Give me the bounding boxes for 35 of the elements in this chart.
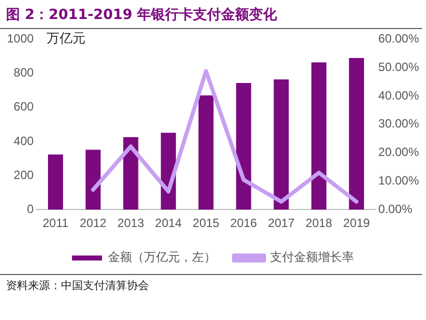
legend-label: 金额（万亿元，左） [108, 250, 216, 264]
x-tick-label: 2017 [268, 216, 295, 230]
y-axis-title: 万亿元 [46, 32, 86, 47]
bar [123, 137, 138, 210]
x-tick-label: 2015 [192, 216, 220, 230]
x-tick-label: 2011 [42, 216, 69, 230]
bar [86, 150, 101, 210]
bar [236, 82, 252, 210]
y-tick-label: 1000 [6, 32, 34, 46]
bar [274, 79, 289, 210]
y2-tick-label: 30.00% [378, 116, 420, 131]
y-tick-label: 0 [27, 202, 34, 216]
y2-tick-label: 0.00% [378, 202, 413, 216]
x-tick-label: 2019 [343, 216, 370, 230]
y2-tick-label: 60.00% [378, 32, 420, 46]
bar [311, 62, 326, 210]
x-tick-label: 2012 [80, 216, 107, 230]
x-tick-label: 2016 [230, 216, 258, 230]
y-tick-label: 400 [14, 134, 34, 148]
y-tick-label: 200 [14, 168, 34, 182]
y2-tick-label: 20.00% [378, 145, 420, 160]
bar [198, 95, 214, 210]
bar [348, 58, 364, 210]
bar [48, 154, 64, 210]
y2-tick-label: 50.00% [378, 60, 420, 74]
legend-label: 支付金额增长率 [270, 250, 354, 264]
x-tick-label: 2014 [155, 216, 182, 230]
y-tick-label: 800 [14, 66, 34, 80]
chart-title: 图 2：2011-2019 年银行卡支付金额变化 [0, 0, 422, 29]
y2-tick-label: 40.00% [378, 88, 420, 102]
x-tick-label: 2013 [117, 216, 144, 230]
y2-tick-label: 10.00% [378, 174, 420, 188]
text: 资料来源：中国支付清算协会 [0, 274, 422, 296]
x-tick-label: 2018 [306, 216, 333, 230]
y-tick-label: 600 [14, 100, 34, 114]
